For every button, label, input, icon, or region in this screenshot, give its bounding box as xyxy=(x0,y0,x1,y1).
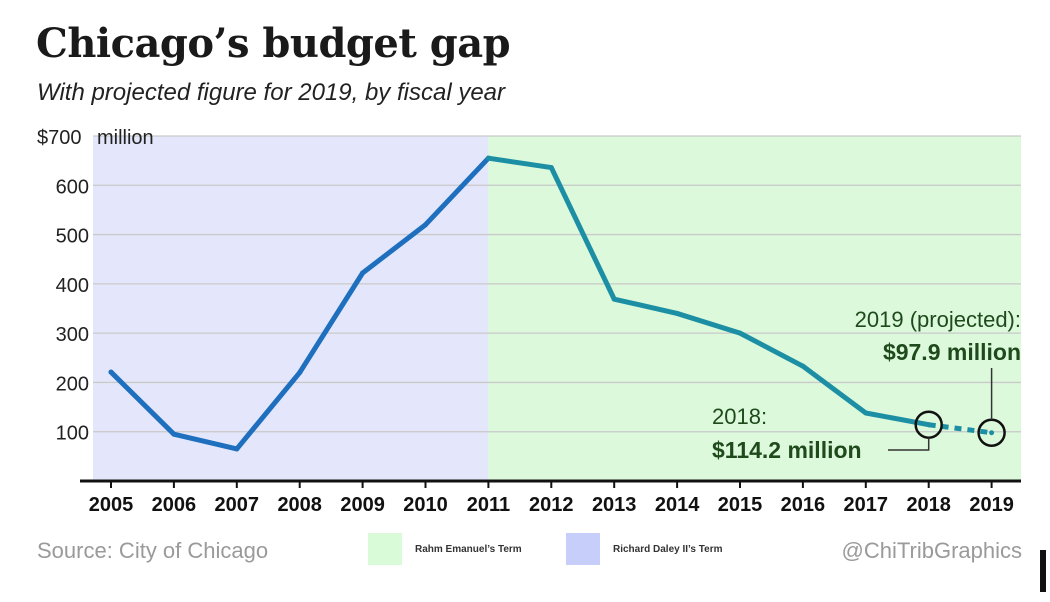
x-tick-label: 2006 xyxy=(152,494,197,516)
annotation-2018-value: $114.2 million xyxy=(712,437,862,463)
x-tick-label: 2013 xyxy=(592,494,637,516)
series-line-projected xyxy=(928,422,992,436)
x-tick-label: 2009 xyxy=(340,494,385,516)
x-tick-label: 2015 xyxy=(718,494,763,516)
x-tick-label: 2017 xyxy=(844,494,889,516)
y-tick-label: 200 xyxy=(56,373,89,395)
data-point xyxy=(108,369,114,375)
legend-swatch-daley xyxy=(566,533,600,565)
data-point xyxy=(360,270,366,276)
x-tick-label: 2016 xyxy=(781,494,826,516)
y-tick-label: 300 xyxy=(56,324,89,346)
legend-label-daley: Richard Daley II’s Term xyxy=(613,543,723,555)
x-tick-label: 2012 xyxy=(529,494,574,516)
y-tick-label: $700 xyxy=(37,127,82,149)
data-point xyxy=(863,410,869,416)
chart-title: Chicago’s budget gap xyxy=(36,20,511,67)
data-point xyxy=(171,431,177,437)
data-point xyxy=(800,363,806,369)
data-point xyxy=(548,165,554,171)
legend-item-emanuel: Rahm Emanuel’s Term xyxy=(368,533,522,565)
credit-handle: @ChiTribGraphics xyxy=(841,538,1022,563)
leader-line-2018 xyxy=(888,437,930,451)
y-tick-label: 500 xyxy=(56,226,89,248)
annotation-2018-label: 2018: xyxy=(712,404,767,429)
x-tick-label: 2018 xyxy=(906,494,951,516)
data-point xyxy=(737,330,743,336)
corner-mark xyxy=(1040,550,1046,592)
x-tick-label: 2014 xyxy=(655,494,700,516)
data-point xyxy=(989,430,995,436)
data-point xyxy=(611,296,617,302)
y-tick-label: 100 xyxy=(56,423,89,445)
annotation-2019-value: $97.9 million xyxy=(883,339,1021,365)
legend-item-daley: Richard Daley II’s Term xyxy=(566,533,723,565)
legend-swatch-emanuel xyxy=(368,533,402,565)
x-tick-label: 2008 xyxy=(277,494,322,516)
x-tick-label: 2019 xyxy=(969,494,1014,516)
data-point xyxy=(234,446,240,452)
legend-label-emanuel: Rahm Emanuel’s Term xyxy=(415,543,522,555)
data-point xyxy=(423,222,428,228)
y-tick-label: 600 xyxy=(56,176,89,198)
x-tick-label: 2005 xyxy=(89,494,134,516)
x-tick-label: 2010 xyxy=(403,494,448,516)
y-unit-label: million xyxy=(97,127,154,149)
source-note: Source: City of Chicago xyxy=(37,538,269,563)
data-point xyxy=(926,422,932,428)
x-tick-label: 2011 xyxy=(467,494,510,516)
annotation-2019-label: 2019 (projected): xyxy=(855,307,1021,332)
x-tick-label: 2007 xyxy=(215,494,260,516)
term-band-daley xyxy=(93,136,489,481)
data-point xyxy=(297,370,303,376)
chart-subtitle: With projected figure for 2019, by fisca… xyxy=(37,79,506,106)
y-tick-label: 400 xyxy=(56,275,89,297)
series-line-emanuel xyxy=(485,155,932,428)
data-point xyxy=(485,155,491,161)
data-point xyxy=(674,310,680,316)
